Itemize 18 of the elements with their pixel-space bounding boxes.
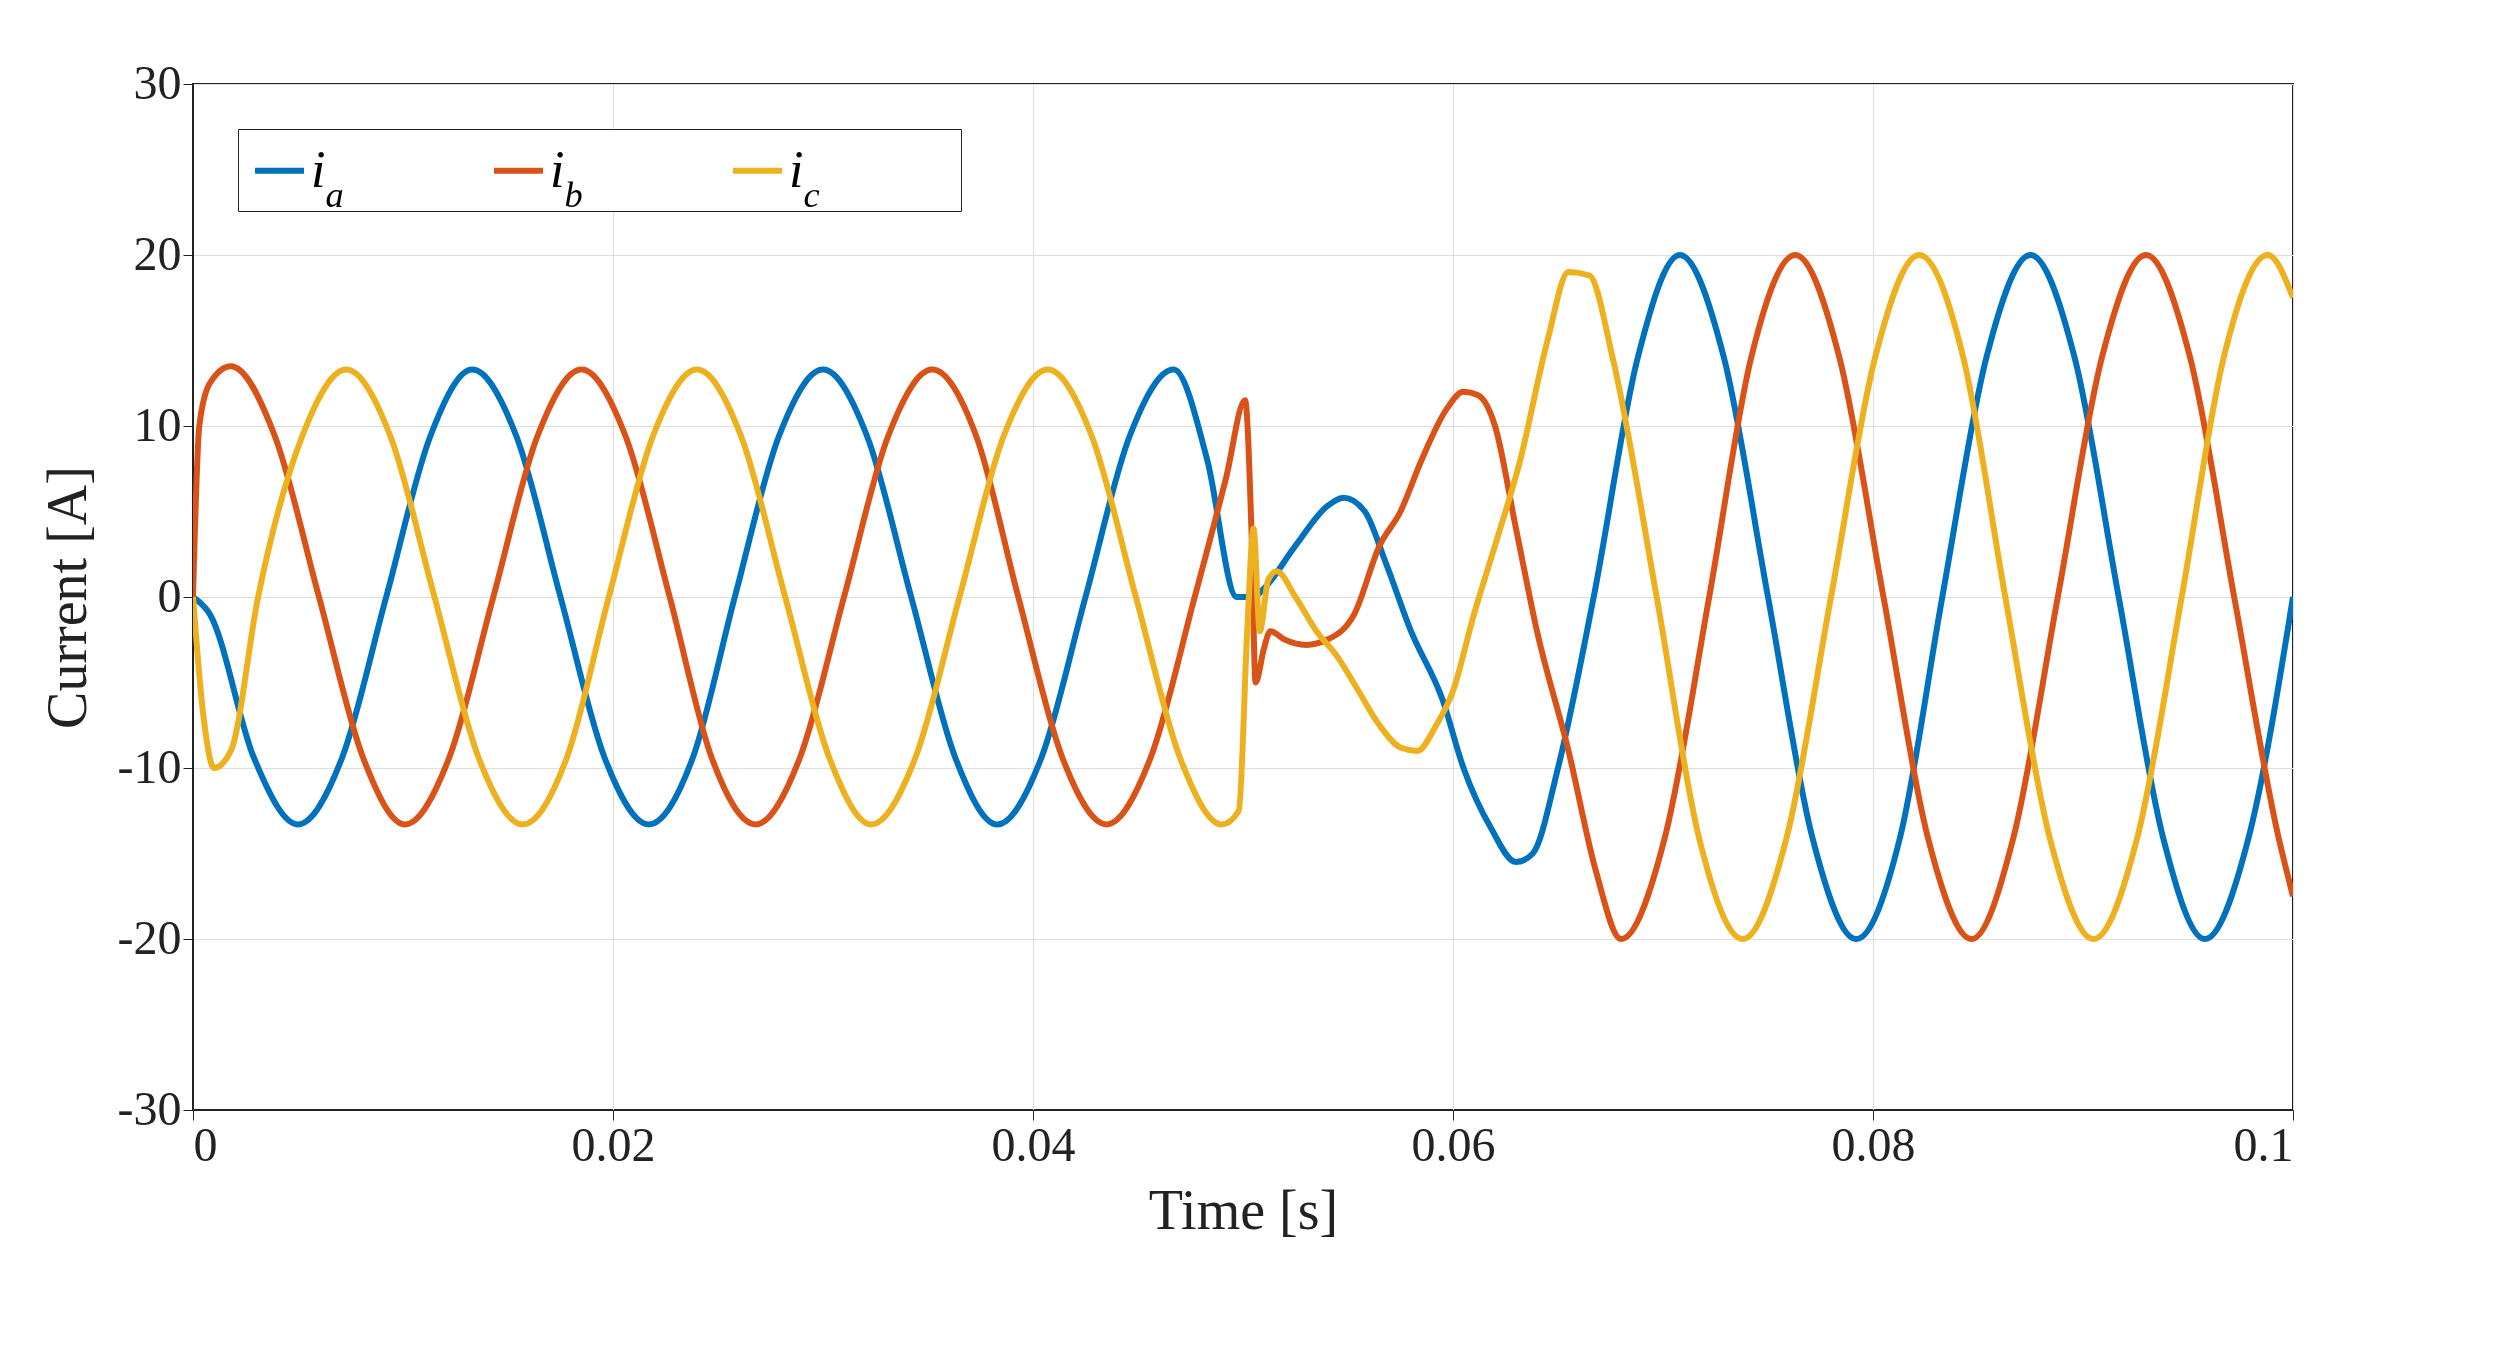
y-tick-label: 20 [133,226,182,280]
legend-label: i$_{a}$ [311,140,344,215]
x-tick-label: 0 [193,1117,218,1171]
y-tick-label: -10 [117,739,182,793]
x-tick-label: 0.1 [2233,1117,2294,1171]
legend-label: i$_{b}$ [550,140,583,215]
x-tick-label: 0.02 [571,1117,656,1171]
legend-label: i$_{c}$ [789,140,820,215]
x-tick-label: 0.06 [1411,1117,1496,1171]
x-axis-title: Time [s] [1148,1178,1339,1241]
x-tick-label: 0.04 [991,1117,1076,1171]
y-tick-label: 30 [133,55,182,109]
y-tick-label: -20 [117,910,182,964]
y-axis-title: Current [A] [35,466,98,729]
y-tick-label: -30 [117,1081,182,1135]
x-tick-label: 0.08 [1831,1117,1916,1171]
y-tick-label: 10 [133,397,182,451]
y-tick-label: 0 [157,568,182,622]
